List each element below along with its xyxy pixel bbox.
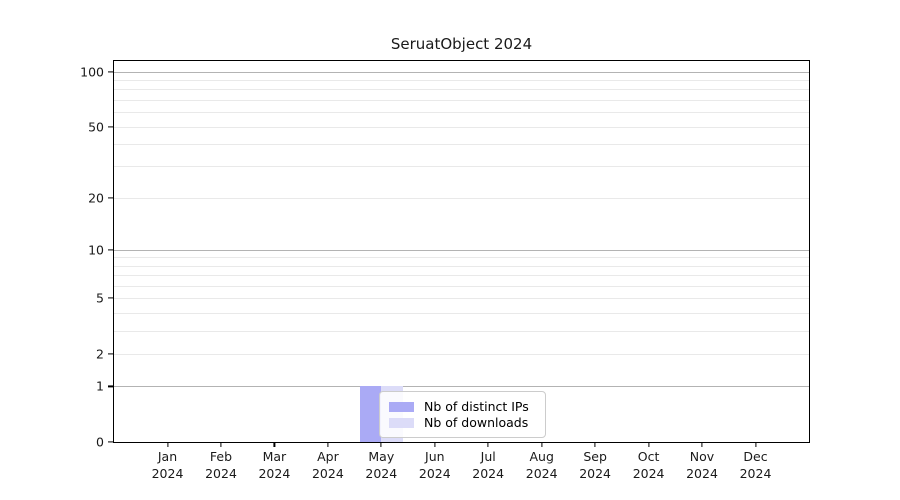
x-tick-month: Feb (209, 449, 233, 464)
x-tick-month: May (368, 449, 395, 464)
major-gridline (114, 249, 809, 251)
x-tick (594, 442, 596, 447)
x-tick (273, 442, 275, 447)
x-tick-year: 2024 (151, 465, 184, 481)
minor-gridline (114, 257, 809, 259)
plot-area: Nb of distinct IPs Nb of downloads 0 1 2 5 1… (80, 60, 810, 481)
x-tick-label: Feb 2024 (205, 449, 237, 483)
x-tick-year: 2024 (739, 465, 772, 481)
x-tick-label: Mar 2024 (258, 449, 290, 483)
y-tick (108, 249, 114, 251)
y-tick (108, 353, 114, 355)
y-tick-label: 1 (96, 378, 104, 394)
x-tick-year: 2024 (258, 465, 291, 481)
x-tick-month: Mar (262, 449, 287, 464)
y-tick-label: 2 (96, 346, 104, 362)
x-tick-label: Apr 2024 (312, 449, 344, 483)
legend-swatch-distinct-ips (389, 401, 414, 412)
y-tick-label: 50 (88, 119, 104, 134)
x-tick-label: May 2024 (365, 449, 397, 483)
x-tick (380, 442, 382, 447)
bar-distinct-ips (359, 386, 382, 442)
x-tick (220, 442, 222, 447)
x-tick-label: Jan 2024 (152, 449, 184, 483)
x-tick-label: Nov 2024 (686, 449, 718, 483)
legend-item-distinct-ips: Nb of distinct IPs (389, 399, 536, 414)
x-tick (166, 442, 169, 447)
minor-gridline (114, 166, 809, 168)
x-tick (487, 442, 489, 447)
minor-gridline (114, 285, 809, 287)
major-gridline (114, 386, 809, 388)
x-tick-month: Jun (425, 449, 445, 464)
minor-gridline (114, 353, 809, 355)
y-tick (108, 71, 114, 73)
minor-gridline (114, 275, 809, 277)
x-tick-month: Aug (529, 449, 554, 464)
major-gridline (114, 71, 809, 73)
y-tick-label: 20 (88, 190, 104, 206)
y-tick (108, 125, 114, 128)
x-tick-year: 2024 (365, 465, 398, 481)
y-tick-label: 100 (80, 64, 104, 80)
minor-gridline (114, 80, 809, 81)
minor-gridline (114, 144, 809, 145)
x-tick-month: Dec (743, 449, 768, 464)
x-tick-month: Sep (583, 449, 607, 464)
x-tick-label: Dec 2024 (740, 449, 772, 483)
minor-gridline (114, 126, 809, 128)
y-tick-label: 5 (96, 290, 104, 306)
legend-item-downloads: Nb of downloads (389, 415, 536, 430)
x-tick (648, 442, 650, 447)
x-tick-label: Oct 2024 (633, 449, 665, 483)
legend: Nb of distinct IPs Nb of downloads (379, 391, 546, 438)
x-tick-month: Oct (637, 449, 660, 464)
x-tick (434, 442, 436, 447)
x-tick-year: 2024 (525, 465, 558, 481)
minor-gridline (114, 112, 809, 114)
minor-gridline (114, 99, 809, 101)
legend-swatch-downloads (389, 417, 414, 428)
minor-gridline (114, 298, 809, 300)
x-tick (754, 442, 757, 447)
y-tick (108, 297, 114, 299)
x-tick (541, 442, 543, 447)
x-tick-label: Aug 2024 (526, 449, 558, 483)
minor-gridline (114, 265, 809, 267)
x-tick-year: 2024 (579, 465, 611, 481)
x-tick-year: 2024 (686, 465, 718, 481)
legend-label-distinct-ips: Nb of distinct IPs (424, 399, 529, 414)
minor-gridline (114, 330, 809, 332)
x-tick-year: 2024 (632, 465, 665, 481)
x-tick-label: Jun 2024 (419, 449, 451, 483)
x-tick-month: Apr (317, 449, 339, 464)
x-tick-year: 2024 (472, 465, 505, 481)
y-tick-label: 0 (96, 434, 104, 450)
legend-label-downloads: Nb of downloads (424, 415, 529, 430)
x-tick-label: Sep 2024 (579, 449, 611, 483)
minor-gridline (114, 89, 809, 91)
x-tick-year: 2024 (311, 465, 344, 481)
x-tick (701, 442, 703, 447)
minor-gridline (114, 197, 809, 199)
x-tick (327, 442, 329, 447)
y-tick-label: 10 (88, 242, 104, 258)
x-tick-year: 2024 (418, 465, 451, 481)
y-tick (108, 441, 114, 443)
x-tick-month: Jan (157, 449, 178, 464)
chart-title: SeruatObject 2024 (390, 35, 533, 53)
x-tick-month: Nov (689, 449, 715, 464)
x-tick-month: Jul (480, 449, 496, 464)
y-tick (108, 197, 114, 199)
y-tick (108, 385, 114, 387)
x-tick-year: 2024 (205, 465, 237, 481)
minor-gridline (114, 312, 809, 314)
x-tick-label: Jul 2024 (472, 449, 504, 483)
